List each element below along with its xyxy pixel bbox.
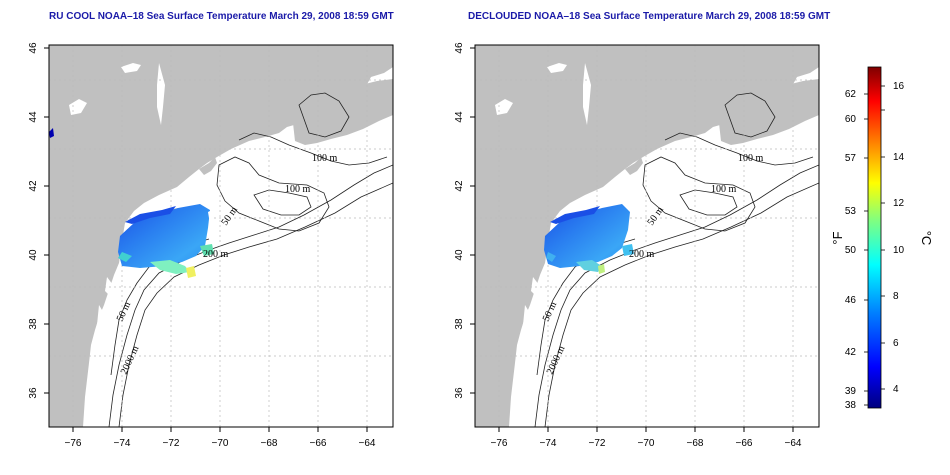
right-lat-tick-label: 42: [454, 180, 465, 192]
right-lat-tick-label: 40: [454, 249, 465, 261]
colorbar-celsius-tick: 16: [893, 81, 905, 92]
left-contour-label: 100 m: [312, 153, 338, 164]
right-lon-tick-label: −76: [491, 438, 508, 449]
colorbar-celsius-tick: 14: [893, 152, 905, 163]
colorbar-fahrenheit-tick: 50: [845, 245, 857, 256]
right-lat-tick-label: 38: [454, 318, 465, 330]
left-lat-tick-label: 36: [28, 387, 39, 399]
left-lat-tick-label: 46: [28, 42, 39, 54]
left-map-frame: [48, 44, 394, 428]
left-axis-ticks: [44, 47, 368, 432]
right-lon-tick-label: −74: [540, 438, 557, 449]
left-lat-tick-label: 44: [28, 111, 39, 123]
colorbar-celsius-unit: °C: [919, 231, 934, 246]
right-sst-field: [544, 204, 634, 274]
colorbar: 62 60 57 53 50 46 42 39 38 16 14 12 10 8…: [830, 66, 934, 411]
left-lon-tick-label: −66: [310, 438, 327, 449]
left-lat-tick-label: 38: [28, 318, 39, 330]
colorbar-fahrenheit-tick: 42: [845, 347, 857, 358]
colorbar-ticks: [864, 85, 885, 406]
colorbar-celsius-tick: 6: [893, 338, 899, 349]
right-map-title: DECLOUDED NOAA–18 Sea Surface Temperatur…: [468, 11, 831, 22]
left-lon-tick-label: −68: [261, 438, 278, 449]
colorbar-celsius-tick: 4: [893, 384, 899, 395]
right-lon-tick-label: −68: [687, 438, 704, 449]
left-lat-tick-label: 42: [28, 180, 39, 192]
left-map-title: RU COOL NOAA–18 Sea Surface Temperature …: [49, 11, 394, 22]
right-contour-label: 100 m: [738, 153, 764, 164]
left-lon-tick-label: −64: [359, 438, 376, 449]
right-lat-tick-label: 36: [454, 387, 465, 399]
colorbar-fahrenheit-tick: 46: [845, 295, 857, 306]
right-lon-tick-label: −72: [589, 438, 606, 449]
colorbar-fahrenheit-tick: 60: [845, 114, 857, 125]
left-lon-tick-label: −70: [212, 438, 229, 449]
colorbar-fahrenheit-tick: 57: [845, 153, 857, 164]
right-contour-label: 200 m: [629, 249, 655, 260]
left-sst-field: [49, 128, 214, 278]
colorbar-fahrenheit-tick: 62: [845, 89, 857, 100]
colorbar-celsius-tick: 12: [893, 198, 905, 209]
left-contour-label: 200 m: [203, 249, 229, 260]
colorbar-celsius-tick: 8: [893, 291, 899, 302]
colorbar-gradient: [867, 66, 882, 409]
right-contour-label: 100 m: [711, 184, 737, 195]
colorbar-fahrenheit-tick: 38: [845, 400, 857, 411]
colorbar-celsius-tick: 10: [893, 245, 905, 256]
right-map: 100 m 100 m 50 m 200 m 50 m 2000 m −76 −…: [454, 42, 820, 449]
left-contour-label: 100 m: [285, 184, 311, 195]
right-lat-tick-label: 46: [454, 42, 465, 54]
right-lat-tick-label: 44: [454, 111, 465, 123]
left-lat-tick-label: 40: [28, 249, 39, 261]
right-axis-ticks: [470, 47, 794, 432]
right-lon-tick-label: −64: [785, 438, 802, 449]
colorbar-fahrenheit-tick: 53: [845, 206, 857, 217]
right-lon-tick-label: −70: [638, 438, 655, 449]
right-map-frame: [474, 44, 820, 428]
colorbar-fahrenheit-unit: °F: [830, 231, 845, 244]
left-lon-tick-label: −76: [65, 438, 82, 449]
left-lon-tick-label: −72: [163, 438, 180, 449]
right-lon-tick-label: −66: [736, 438, 753, 449]
left-map: 100 m 100 m 50 m 200 m 50 m 2000 m −76 −…: [28, 42, 394, 449]
colorbar-fahrenheit-tick: 39: [845, 386, 857, 397]
left-lon-tick-label: −74: [114, 438, 131, 449]
